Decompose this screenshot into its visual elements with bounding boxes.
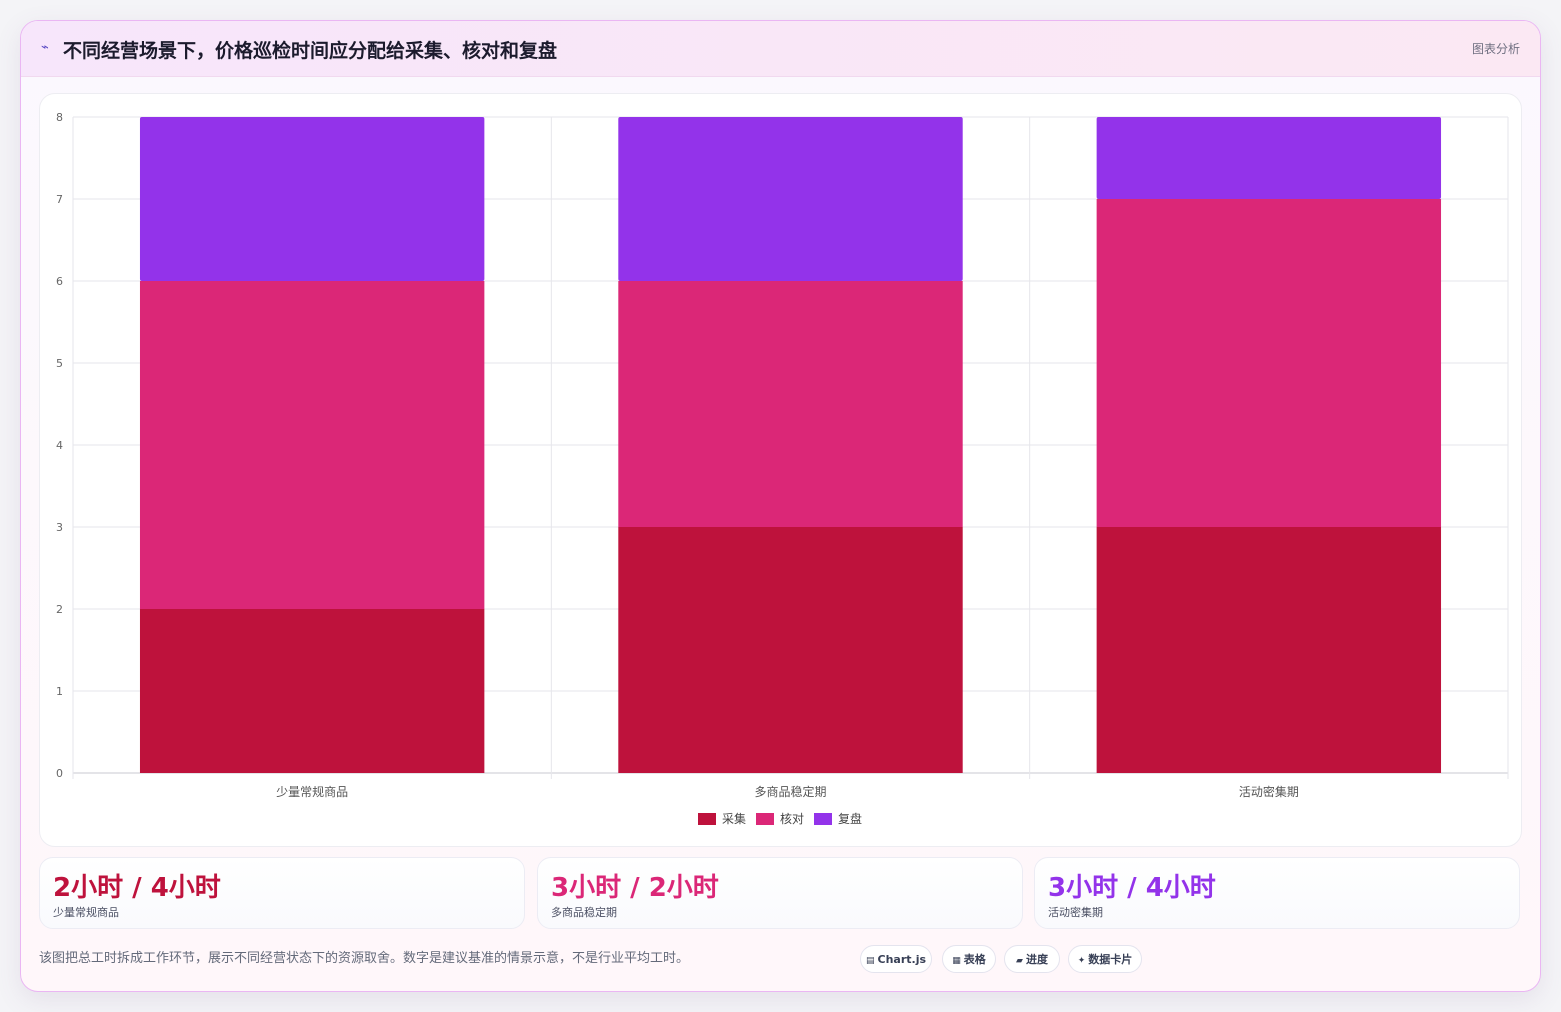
- bar-segment-2: [139, 281, 485, 609]
- x-tick-label: 活动密集期: [1239, 784, 1299, 799]
- pill-data-cards[interactable]: ✦ 数据卡片: [1068, 945, 1142, 973]
- chart-card: ⌁ 不同经营场景下，价格巡检时间应分配给采集、核对和复盘 图表分析 0 1 2 3 4 5…: [20, 20, 1541, 992]
- chart-panel: 0 1 2 3 4 5 6 7 8 少量常规商品 多商品稳定期 活动密集期 采集 核对 复盘: [39, 93, 1522, 847]
- pill-progress[interactable]: ▰ 进度: [1004, 945, 1060, 973]
- pill-label: 数据卡片: [1088, 953, 1133, 966]
- pill-chartjs[interactable]: ▤ Chart.js: [860, 945, 932, 973]
- legend-label-collect: 采集: [722, 812, 747, 826]
- bar-segment-2: [618, 281, 963, 527]
- legend-item-collect[interactable]: 采集: [698, 810, 746, 827]
- stat-card-multi-stable: 3小时 / 2小时 多商品稳定期: [537, 857, 1023, 929]
- legend-label-review: 复盘: [838, 812, 863, 826]
- pill-label: 表格: [963, 953, 986, 966]
- legend-swatch-collect: [698, 813, 716, 825]
- y-tick-label: 4: [56, 439, 63, 452]
- x-tick-label: 多商品稳定期: [754, 784, 826, 799]
- bar-segment-1: [618, 527, 963, 773]
- legend-swatch-review: [814, 813, 832, 825]
- chart-icon: ▤: [865, 956, 875, 966]
- y-tick-label: 7: [56, 193, 63, 206]
- y-tick-label: 2: [56, 603, 63, 616]
- x-tick-label: 少量常规商品: [276, 784, 348, 799]
- legend-item-verify[interactable]: 核对: [756, 810, 804, 827]
- y-tick-label: 3: [56, 521, 63, 534]
- y-tick-label: 5: [56, 357, 63, 370]
- stat-label: 活动密集期: [1048, 906, 1103, 919]
- bar-segment-1: [139, 609, 485, 773]
- bar-segment-2: [1096, 199, 1442, 527]
- stacked-bar-chart: 0 1 2 3 4 5 6 7 8 少量常规商品 多商品稳定期 活动密集期: [56, 111, 1509, 799]
- table-icon: ▦: [952, 956, 961, 966]
- y-tick-label: 1: [56, 685, 63, 698]
- stat-value: 2小时 / 4小时: [53, 873, 221, 903]
- legend-item-review[interactable]: 复盘: [814, 810, 862, 827]
- pill-table[interactable]: ▦ 表格: [942, 945, 996, 973]
- y-tick-label: 6: [56, 275, 63, 288]
- legend-swatch-verify: [756, 813, 774, 825]
- bar-segment-1: [1096, 527, 1442, 773]
- card-header: ⌁ 不同经营场景下，价格巡检时间应分配给采集、核对和复盘 图表分析: [21, 21, 1540, 77]
- stat-label: 多商品稳定期: [551, 906, 617, 919]
- pill-label: 进度: [1025, 953, 1048, 966]
- stat-card-small-regular: 2小时 / 4小时 少量常规商品: [39, 857, 525, 929]
- bar-segment-3: [618, 117, 963, 281]
- progress-icon: ▰: [1016, 956, 1023, 966]
- stat-label: 少量常规商品: [53, 906, 119, 919]
- y-tick-label: 0: [56, 767, 63, 780]
- page-title: 不同经营场景下，价格巡检时间应分配给采集、核对和复盘: [63, 40, 558, 62]
- stat-value: 3小时 / 2小时: [551, 873, 719, 903]
- stat-value: 3小时 / 4小时: [1048, 873, 1216, 903]
- chart-analysis-link[interactable]: 图表分析: [1471, 42, 1520, 56]
- bar-segment-3: [139, 117, 485, 281]
- sparkle-icon: ✦: [1077, 956, 1086, 966]
- footnote: 该图把总工时拆成工作环节，展示不同经营状态下的资源取舍。数字是建议基准的情景示意…: [39, 951, 690, 966]
- stat-card-promo-dense: 3小时 / 4小时 活动密集期: [1034, 857, 1520, 929]
- y-tick-label: 8: [56, 111, 63, 124]
- bar-segment-3: [1096, 117, 1442, 199]
- pill-label: Chart.js: [877, 953, 927, 966]
- legend-label-verify: 核对: [780, 812, 805, 826]
- line-chart-icon: ⌁: [41, 40, 49, 55]
